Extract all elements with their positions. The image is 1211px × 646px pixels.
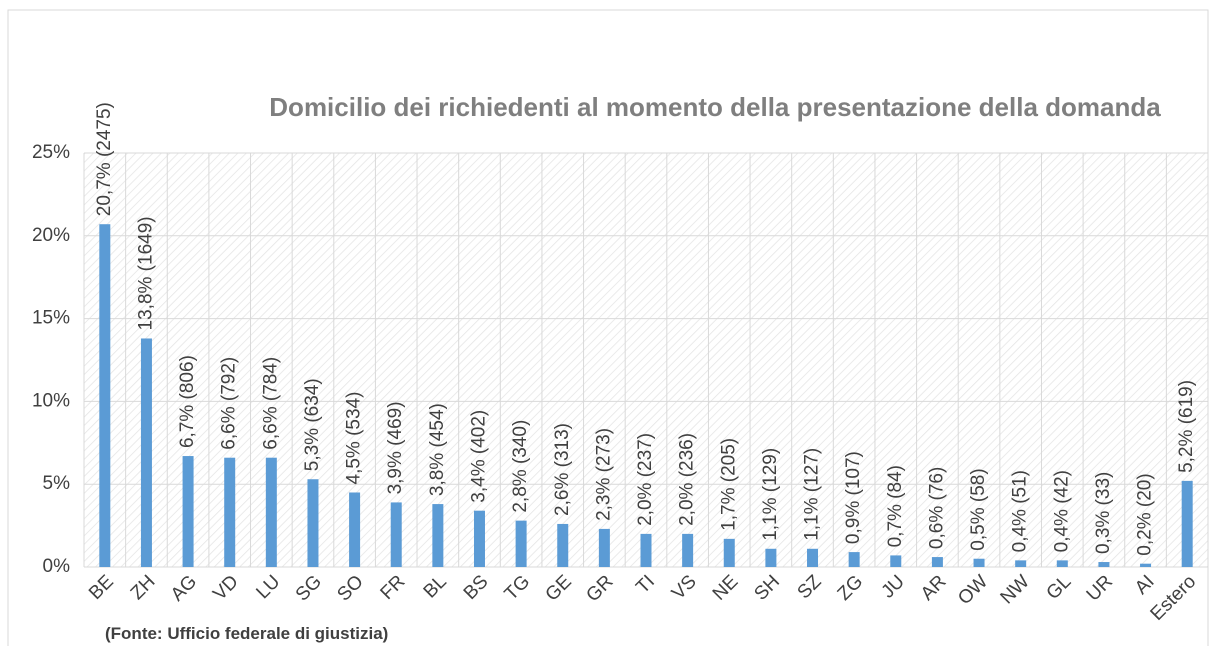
data-label: 5,3% (634) [302, 378, 323, 471]
data-label: 3,8% (454) [427, 403, 448, 496]
x-tick-label: TI [632, 571, 659, 598]
data-label: 4,5% (534) [344, 392, 365, 485]
bar [931, 557, 943, 567]
x-tick-label: VS [668, 571, 701, 604]
data-label: 2,8% (340) [510, 420, 531, 513]
bar [598, 528, 610, 567]
bar [1056, 560, 1068, 567]
x-tick-label: AG [167, 571, 201, 605]
x-tick-label: ZH [127, 571, 160, 604]
y-tick-label: 5% [43, 473, 71, 494]
source-note: (Fonte: Ufficio federale di giustizia) [105, 624, 389, 643]
bar [890, 555, 902, 567]
x-tick-label: NE [709, 571, 743, 605]
data-label: 2,0% (236) [677, 433, 698, 526]
x-tick-label: Estero [1147, 571, 1201, 625]
bar [723, 538, 735, 567]
bar [265, 457, 277, 567]
data-label: 13,8% (1649) [135, 216, 156, 330]
bar [307, 479, 319, 567]
bar [432, 504, 444, 567]
x-tick-label: GR [582, 571, 617, 606]
data-label: 0,2% (20) [1135, 473, 1156, 555]
x-tick-label: VD [209, 571, 243, 605]
data-label: 0,4% (42) [1051, 470, 1072, 552]
bar [349, 492, 361, 567]
bar [182, 456, 194, 567]
data-label: 1,7% (205) [718, 438, 739, 531]
x-tick-label: JU [878, 571, 909, 602]
data-label: 0,9% (107) [843, 451, 864, 544]
bar [390, 502, 402, 567]
bar [99, 224, 111, 567]
data-label: 0,5% (58) [968, 468, 989, 550]
data-label: 2,6% (313) [552, 423, 573, 516]
chart-title: Domicilio dei richiedenti al momento del… [269, 92, 1161, 122]
data-label: 0,6% (76) [926, 467, 947, 549]
bar [640, 533, 652, 567]
data-label: 0,7% (84) [885, 465, 906, 547]
x-tick-label: BS [460, 571, 493, 604]
bar [140, 338, 152, 567]
x-tick-label: LU [252, 571, 284, 603]
bar [515, 520, 527, 567]
x-tick-label: ZG [834, 571, 868, 605]
x-tick-label: SZ [794, 571, 826, 603]
data-label: 3,4% (402) [468, 410, 489, 503]
bar [1015, 560, 1027, 567]
bar [1098, 562, 1110, 567]
x-tick-label: NW [997, 571, 1034, 608]
y-tick-label: 15% [32, 308, 70, 329]
y-tick-label: 10% [32, 390, 70, 411]
data-label: 1,1% (127) [802, 448, 823, 541]
x-tick-label: SG [292, 571, 326, 605]
data-label: 2,3% (273) [593, 428, 614, 521]
bar [1181, 480, 1193, 567]
x-tick-label: AR [917, 571, 951, 605]
x-tick-label: TG [501, 571, 535, 605]
x-tick-label: OW [954, 571, 992, 609]
x-tick-label: UR [1083, 571, 1117, 605]
data-label: 6,7% (806) [177, 355, 198, 448]
data-label: 0,3% (33) [1093, 472, 1114, 554]
x-tick-label: BL [420, 571, 451, 602]
y-tick-label: 0% [43, 556, 71, 577]
bar [765, 548, 777, 567]
x-tick-label: GE [542, 571, 576, 605]
bar [224, 457, 236, 567]
y-tick-label: 25% [32, 142, 70, 163]
data-label: 1,1% (129) [760, 448, 781, 541]
x-tick-label: SO [333, 571, 367, 605]
data-label: 5,2% (619) [1176, 380, 1197, 473]
bar [682, 533, 694, 567]
x-tick-label: GL [1043, 571, 1076, 604]
y-tick-label: 20% [32, 225, 70, 246]
data-label: 20,7% (2475) [94, 102, 115, 216]
data-label: 3,9% (469) [385, 401, 406, 494]
x-tick-label: AI [1131, 571, 1159, 599]
data-label: 6,6% (792) [219, 357, 240, 450]
data-label: 6,6% (784) [260, 357, 281, 450]
bar [473, 510, 485, 567]
bar [973, 558, 985, 567]
bar [848, 552, 860, 567]
x-tick-label: FR [377, 571, 410, 604]
x-tick-label: BE [85, 571, 118, 604]
bar [807, 548, 819, 567]
data-label: 0,4% (51) [1010, 470, 1031, 552]
x-tick-label: SH [750, 571, 784, 605]
bar [1140, 563, 1152, 567]
bar [557, 523, 569, 567]
data-label: 2,0% (237) [635, 433, 656, 526]
